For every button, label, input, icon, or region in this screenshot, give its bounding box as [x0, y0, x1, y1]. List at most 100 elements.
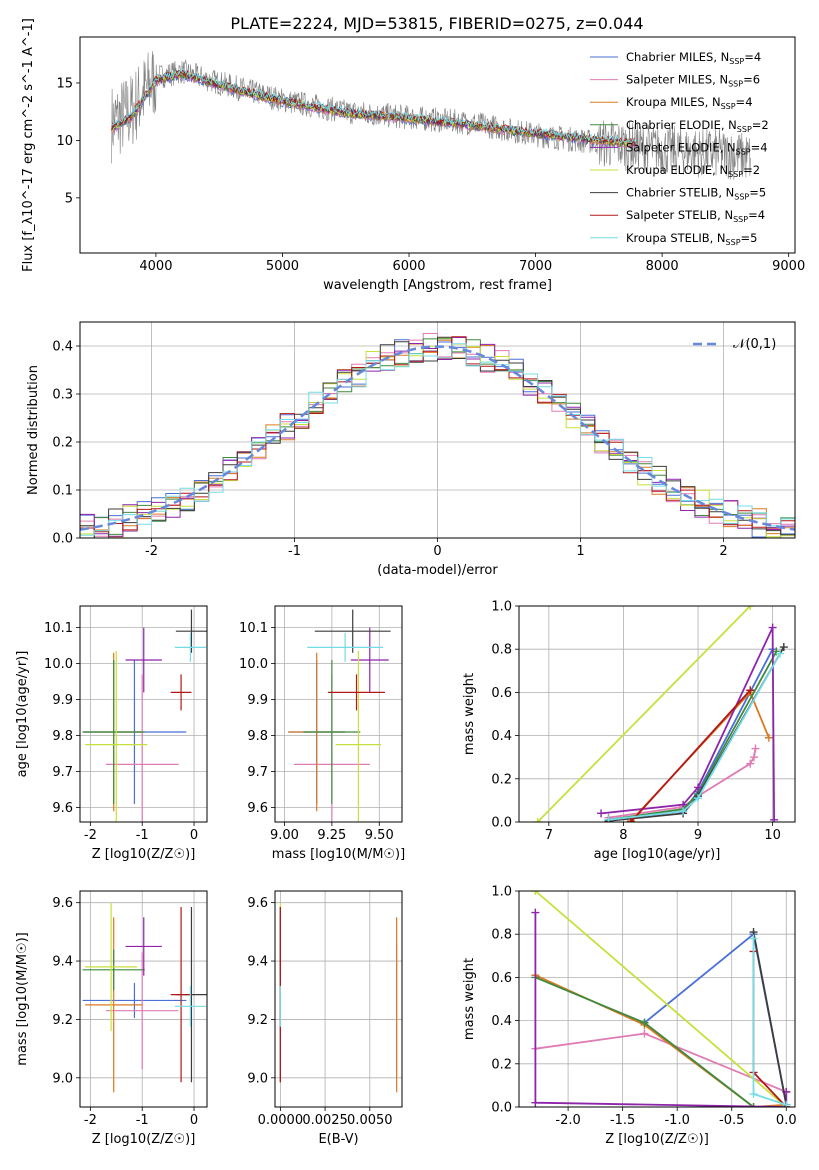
y-tick-label: 9.4	[247, 955, 268, 970]
figure-title: PLATE=2224, MJD=53815, FIBERID=0275, z=0…	[230, 14, 643, 33]
x-tick-label: 0	[190, 1113, 198, 1128]
weight_vs_age-plot-area	[533, 606, 788, 822]
legend-nssp-sub: SSP	[737, 125, 752, 134]
y-tick-label: 9.6	[247, 896, 268, 911]
errorbar-point	[170, 907, 192, 1083]
x-axis-label: mass [log10(M/M☉)]	[272, 847, 405, 862]
y-tick-label: 10.0	[239, 657, 268, 672]
y-tick-label: 9.6	[52, 896, 73, 911]
y-tick-label: 0.0	[491, 816, 512, 831]
axes-frame	[518, 890, 796, 1108]
x-axis-label: E(B-V)	[318, 1132, 358, 1147]
mass-weight-marker	[770, 815, 779, 822]
panel-age_vs_Z: -2 -1 0 9.6 9.7 9.8 9.9 10.0 10.1 Z [log10(Z/Z☉)]…	[15, 605, 208, 862]
y-tick-label: 0.2	[491, 772, 512, 787]
x-tick-label: 9	[694, 828, 702, 843]
errorbar-point	[105, 674, 179, 822]
y-tick-label: 1.0	[491, 600, 512, 615]
legend-model-name: Kroupa ELODIE	[626, 163, 712, 177]
x-tick-label: -1	[288, 544, 301, 559]
x-tick-label: -1	[136, 1113, 149, 1128]
x-tick-label: 0.0000	[258, 1113, 304, 1128]
y-tick-label: 9.8	[52, 729, 73, 744]
legend-entry: Kroupa MILES, NSSP=4	[626, 95, 753, 111]
legend-nssp-value: 4	[754, 50, 761, 64]
mass-weight-marker	[749, 934, 758, 943]
x-axis-label: Z [log10(Z/Z☉)]	[92, 1132, 196, 1147]
mass-weight-marker	[531, 908, 540, 917]
x-tick-label: 9.50	[365, 828, 394, 843]
x-tick-label: 7	[545, 828, 553, 843]
axes-frame	[274, 890, 403, 1108]
panel-spectrum: 4000 5000 6000 7000 8000 9000 5 10 15 wavelength …	[21, 18, 805, 293]
errorbar-point	[82, 949, 145, 991]
mass-weight-marker	[746, 606, 755, 610]
y-axis-label: Normed distribution	[26, 365, 41, 495]
y-tick-label: 0.2	[52, 436, 73, 451]
mass-weight-marker	[782, 1100, 791, 1107]
y-tick-label: 0.2	[491, 1057, 512, 1072]
errorbar-point	[328, 674, 385, 711]
y-tick-label: 0.0	[491, 1101, 512, 1116]
legend-equals: =	[736, 95, 746, 109]
legend-model-name: Salpeter ELODIE	[626, 140, 720, 154]
x-axis-label: Z [log10(Z/Z☉)]	[605, 1132, 709, 1147]
y-tick-label: 10.1	[239, 621, 268, 636]
y-tick-label: 0.1	[52, 484, 73, 499]
axes-frame	[79, 605, 208, 823]
y-tick-label: 9.4	[52, 955, 73, 970]
legend-equals: =	[748, 208, 758, 222]
mass-weight-marker	[768, 623, 777, 632]
legend-nssp-sub: SSP	[734, 193, 749, 202]
y-tick-label: 9.7	[52, 765, 73, 780]
spectrum-plot-area	[111, 51, 751, 180]
errorbar-point	[125, 627, 162, 693]
residual-histogram-step	[80, 343, 795, 538]
legend-nssp-prefix: , N	[718, 186, 734, 200]
legend-entry: Salpeter STELIB, NSSP=4	[626, 208, 765, 224]
y-tick-label: 10	[56, 134, 73, 149]
legend-equals: =	[751, 140, 761, 154]
x-tick-label: 5000	[266, 259, 299, 274]
mass-weight-line	[534, 912, 788, 1107]
axes-frame	[274, 605, 403, 823]
y-tick-label: 9.8	[247, 729, 268, 744]
errorbar-point	[174, 633, 206, 662]
mass-weight-line	[536, 606, 751, 822]
legend-nssp-prefix: , N	[710, 231, 726, 245]
axes-frame	[79, 36, 796, 254]
axes-frame	[518, 605, 796, 823]
weight_vs_Z-plot-area	[531, 891, 791, 1107]
x-tick-label: -0.5	[719, 1113, 744, 1128]
legend-nssp-value: 4	[760, 140, 767, 154]
y-tick-label: 10.0	[44, 657, 73, 672]
legend-nssp-value: 5	[759, 186, 766, 200]
legend-nssp-sub: SSP	[728, 170, 743, 179]
legend-equals: =	[741, 231, 751, 245]
y-tick-label: 0.4	[52, 340, 73, 355]
legend-equals: =	[749, 186, 759, 200]
y-tick-label: 9.7	[247, 765, 268, 780]
legend-nssp-sub: SSP	[728, 80, 743, 89]
legend-entry: Salpeter ELODIE, NSSP=4	[626, 140, 768, 156]
x-tick-label: 6000	[392, 259, 425, 274]
x-tick-label: 0.0025	[302, 1113, 348, 1128]
panel-weight_vs_age: 7 8 9 10 0.0 0.2 0.4 0.6 0.8 1.0 age [log10(age/yr…	[462, 600, 796, 862]
legend-nssp-prefix: , N	[712, 163, 728, 177]
y-tick-label: 0.6	[491, 686, 512, 701]
panel-age_vs_mass: 9.00 9.25 9.50 9.6 9.7 9.8 9.9 10.0 10.1 mass [lo…	[239, 605, 405, 862]
mass-weight-marker	[746, 759, 755, 768]
y-tick-label: 9.6	[52, 801, 73, 816]
residual-histogram-step	[80, 336, 795, 538]
legend-model-name: Kroupa STELIB	[626, 231, 710, 245]
legend-entry: Salpeter MILES, NSSP=6	[626, 73, 760, 89]
x-tick-label: 1	[576, 544, 584, 559]
legend-nssp-value: 4	[745, 95, 752, 109]
mass-weight-marker	[533, 818, 542, 822]
x-axis-label: age [log10(age/yr)]	[594, 847, 721, 862]
y-tick-label: 0.3	[52, 388, 73, 403]
mass-weight-marker	[597, 809, 606, 818]
y-tick-label: 0.4	[491, 729, 512, 744]
x-tick-label: 0	[190, 828, 198, 843]
